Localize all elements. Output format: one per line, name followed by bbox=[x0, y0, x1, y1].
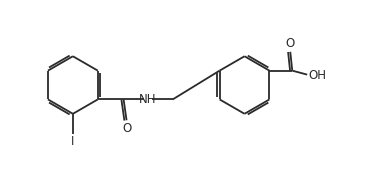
Text: I: I bbox=[71, 135, 75, 148]
Text: NH: NH bbox=[139, 93, 156, 106]
Text: O: O bbox=[122, 122, 131, 135]
Text: O: O bbox=[286, 37, 295, 50]
Text: OH: OH bbox=[308, 69, 326, 82]
